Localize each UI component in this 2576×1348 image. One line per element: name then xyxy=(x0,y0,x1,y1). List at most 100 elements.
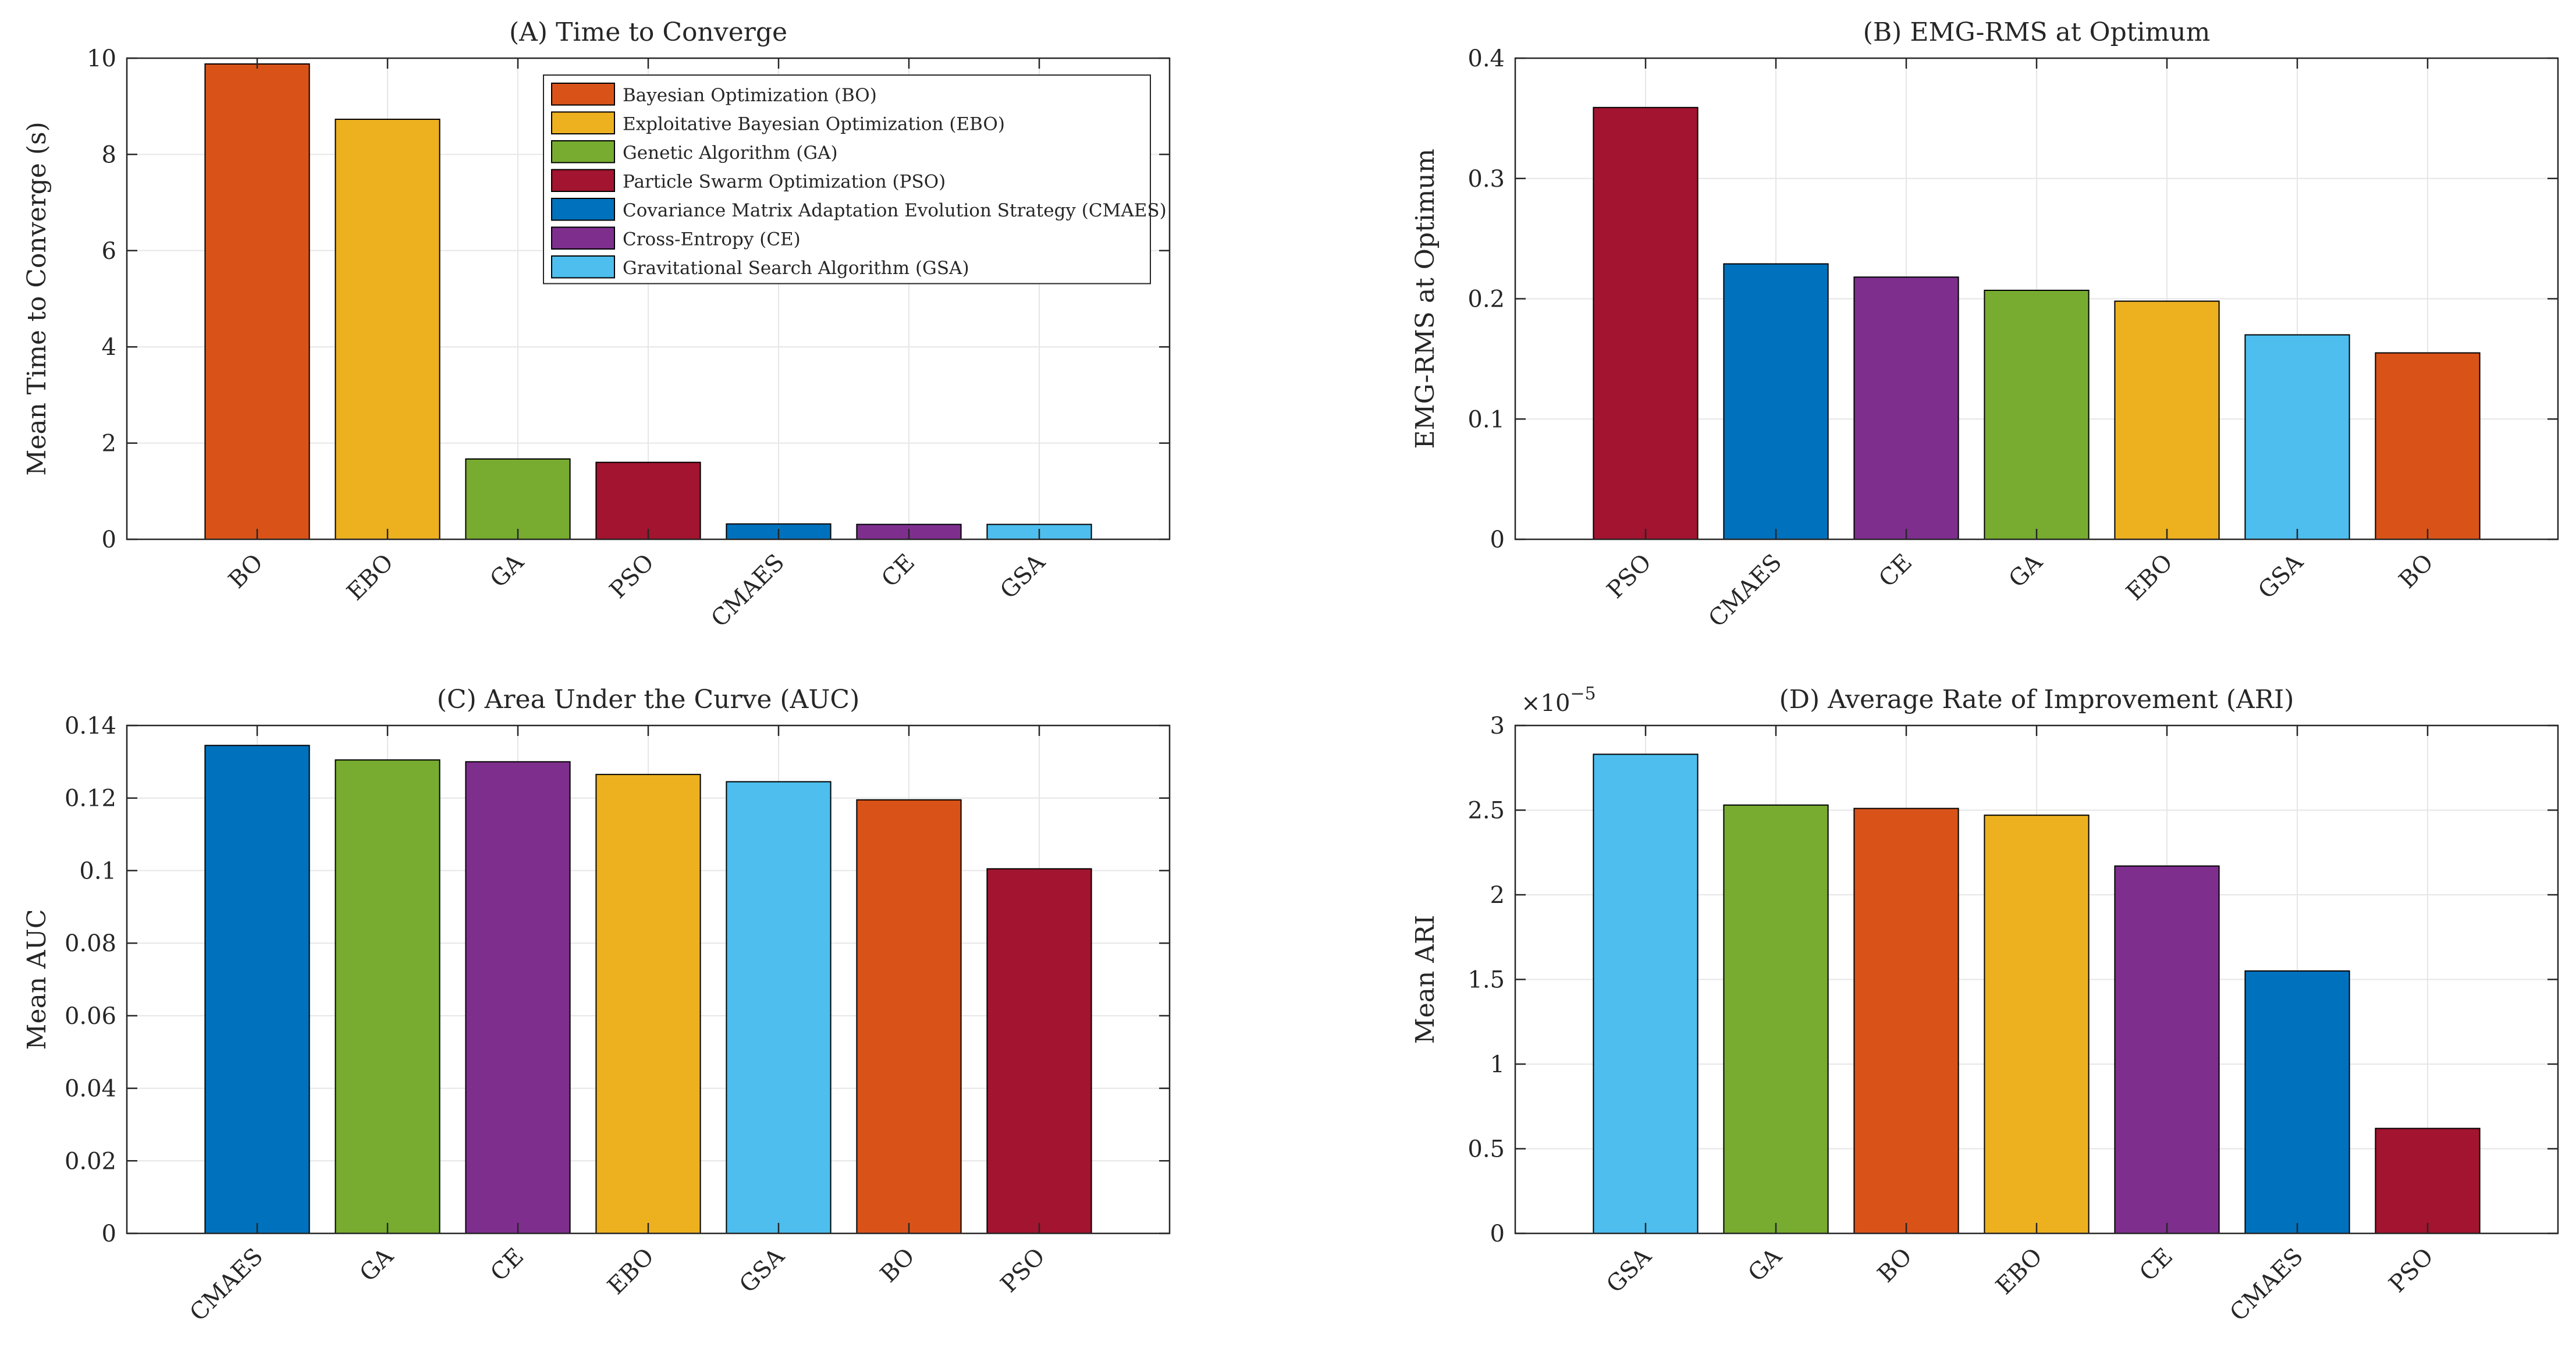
y-tick-label: 1.5 xyxy=(1468,967,1505,994)
chart-title: (C) Area Under the Curve (AUC) xyxy=(437,685,860,714)
legend-swatch-pso xyxy=(551,169,615,192)
bar-pso xyxy=(2375,1128,2481,1234)
chart-a: 0 2 4 6 8 10 BO EBO GA PSO CMAES CE GSA (A) Time to C… xyxy=(22,17,1171,633)
y-tick-label: 0 xyxy=(1490,527,1505,553)
x-tick-label: CE xyxy=(876,549,920,593)
x-tick-label: GA xyxy=(355,1243,399,1287)
bar-ebo xyxy=(1984,815,2090,1234)
x-tick-label: BO xyxy=(875,1243,920,1288)
bar-ga xyxy=(335,759,440,1234)
x-tick-label: CMAES xyxy=(2225,1243,2308,1327)
x-tick-label: CE xyxy=(1874,549,1917,593)
bar-ce xyxy=(465,761,571,1235)
x-tick-label: GSA xyxy=(734,1243,790,1299)
legend-box xyxy=(543,74,1151,284)
bar-ga xyxy=(1723,804,1829,1234)
bar-bo xyxy=(856,799,962,1234)
y-tick-label: 0 xyxy=(102,1221,116,1247)
y-exponent-label: ×10−5 xyxy=(1521,684,1596,717)
y-tick-label: 0.12 xyxy=(65,785,116,812)
x-tick-label: GSA xyxy=(995,549,1051,604)
bar-bo xyxy=(2375,352,2481,540)
bar-gsa xyxy=(726,781,832,1234)
x-tick-label: PSO xyxy=(605,549,659,604)
y-tick-label: 2 xyxy=(1490,882,1505,909)
y-tick-label: 0.1 xyxy=(79,858,116,884)
y-tick-label: 2 xyxy=(102,431,116,457)
x-tick-label: CMAES xyxy=(706,549,790,633)
legend-swatch-cmaes xyxy=(551,198,615,221)
legend-swatch-ebo xyxy=(551,111,615,134)
x-tick-label: BO xyxy=(2394,549,2439,594)
legend: Bayesian Optimization (BO) Exploitative B… xyxy=(543,74,1167,284)
y-tick-label: 0.5 xyxy=(1468,1136,1505,1163)
x-tick-label: PSO xyxy=(996,1243,1050,1298)
bar-cmaes xyxy=(2244,970,2350,1234)
legend-swatch-bo xyxy=(551,83,615,106)
y-tick-label: 0.14 xyxy=(65,713,116,739)
x-tick-label: EBO xyxy=(1991,1243,2048,1300)
legend-label-ebo: Exploitative Bayesian Optimization (EBO) xyxy=(623,113,1005,134)
x-tick-label: BO xyxy=(1873,1243,1917,1288)
bar-ga xyxy=(1984,290,2090,540)
bar-cmaes xyxy=(204,745,310,1234)
x-tick-label: EBO xyxy=(2121,549,2178,606)
x-tick-label: GSA xyxy=(2253,549,2309,604)
x-tick-label: CE xyxy=(485,1243,529,1287)
legend-label-ga: Genetic Algorithm (GA) xyxy=(623,143,838,163)
y-tick-label: 3 xyxy=(1490,713,1505,739)
legend-label-pso: Particle Swarm Optimization (PSO) xyxy=(623,171,946,192)
legend-label-gsa: Gravitational Search Algorithm (GSA) xyxy=(623,258,969,279)
y-tick-label: 0.2 xyxy=(1468,286,1505,313)
y-tick-label: 0.06 xyxy=(65,1003,116,1030)
legend-swatch-gsa xyxy=(551,255,615,279)
y-tick-label: 4 xyxy=(102,334,116,361)
bar-ga xyxy=(465,458,571,540)
x-tick-label: BO xyxy=(223,549,268,594)
y-axis-label: Mean ARI xyxy=(1410,915,1440,1044)
bar-ebo xyxy=(595,774,701,1234)
x-tick-label: GA xyxy=(1743,1243,1788,1287)
y-tick-label: 0.04 xyxy=(65,1076,116,1102)
y-tick-label: 10 xyxy=(87,45,116,72)
bar-ce xyxy=(2114,865,2220,1234)
chart-d: 0 0.5 1 1.5 2 2.5 3 GSA GA BO EBO CE CMAES PSO (D) Ave… xyxy=(1410,684,2559,1327)
y-tick-label: 0 xyxy=(102,527,116,553)
y-tick-label: 1 xyxy=(1490,1051,1505,1078)
chart-b: 0 0.1 0.2 0.3 0.4 PSO CMAES CE GA EBO GSA BO (B) EMG… xyxy=(1410,17,2559,632)
x-tick-label: PSO xyxy=(2384,1243,2439,1298)
bar-gsa xyxy=(1593,753,1699,1234)
bar-pso xyxy=(595,461,701,540)
legend-swatch-ga xyxy=(551,140,615,163)
chart-title: (B) EMG-RMS at Optimum xyxy=(1863,17,2211,47)
bar-pso xyxy=(986,868,1092,1234)
y-tick-label: 0.02 xyxy=(65,1148,116,1175)
y-axis-label: Mean AUC xyxy=(22,909,52,1050)
y-tick-label: 0.08 xyxy=(65,930,116,957)
x-tick-label: CMAES xyxy=(184,1243,268,1327)
x-tick-label: GA xyxy=(485,549,530,593)
chart-c: 0 0.02 0.04 0.06 0.08 0.1 0.12 0.14 CMAES GA CE EBO… xyxy=(22,685,1171,1327)
bar-cmaes xyxy=(1723,263,1829,540)
bar-ce xyxy=(1853,276,1959,540)
bar-gsa xyxy=(2244,334,2350,540)
x-tick-label: GSA xyxy=(1601,1243,1657,1299)
y-tick-label: 8 xyxy=(102,141,116,168)
y-axis-label: Mean Time to Converge (s) xyxy=(22,122,52,476)
x-tick-label: CE xyxy=(2134,1243,2178,1287)
chart-title: (D) Average Rate of Improvement (ARI) xyxy=(1779,685,2294,714)
bar-bo xyxy=(1853,808,1959,1234)
bar-ebo xyxy=(335,119,440,540)
y-tick-label: 0.3 xyxy=(1468,166,1505,193)
bar-pso xyxy=(1593,106,1699,540)
legend-label-bo: Bayesian Optimization (BO) xyxy=(623,85,877,106)
y-tick-label: 0.1 xyxy=(1468,406,1505,433)
x-tick-label: EBO xyxy=(602,1243,659,1300)
y-tick-label: 0 xyxy=(1490,1221,1505,1247)
bar-bo xyxy=(204,63,310,540)
legend-label-ce: Cross-Entropy (CE) xyxy=(623,229,801,250)
bar-ebo xyxy=(2114,300,2220,540)
x-tick-label: EBO xyxy=(342,549,399,606)
y-axis-label: EMG-RMS at Optimum xyxy=(1410,149,1440,449)
